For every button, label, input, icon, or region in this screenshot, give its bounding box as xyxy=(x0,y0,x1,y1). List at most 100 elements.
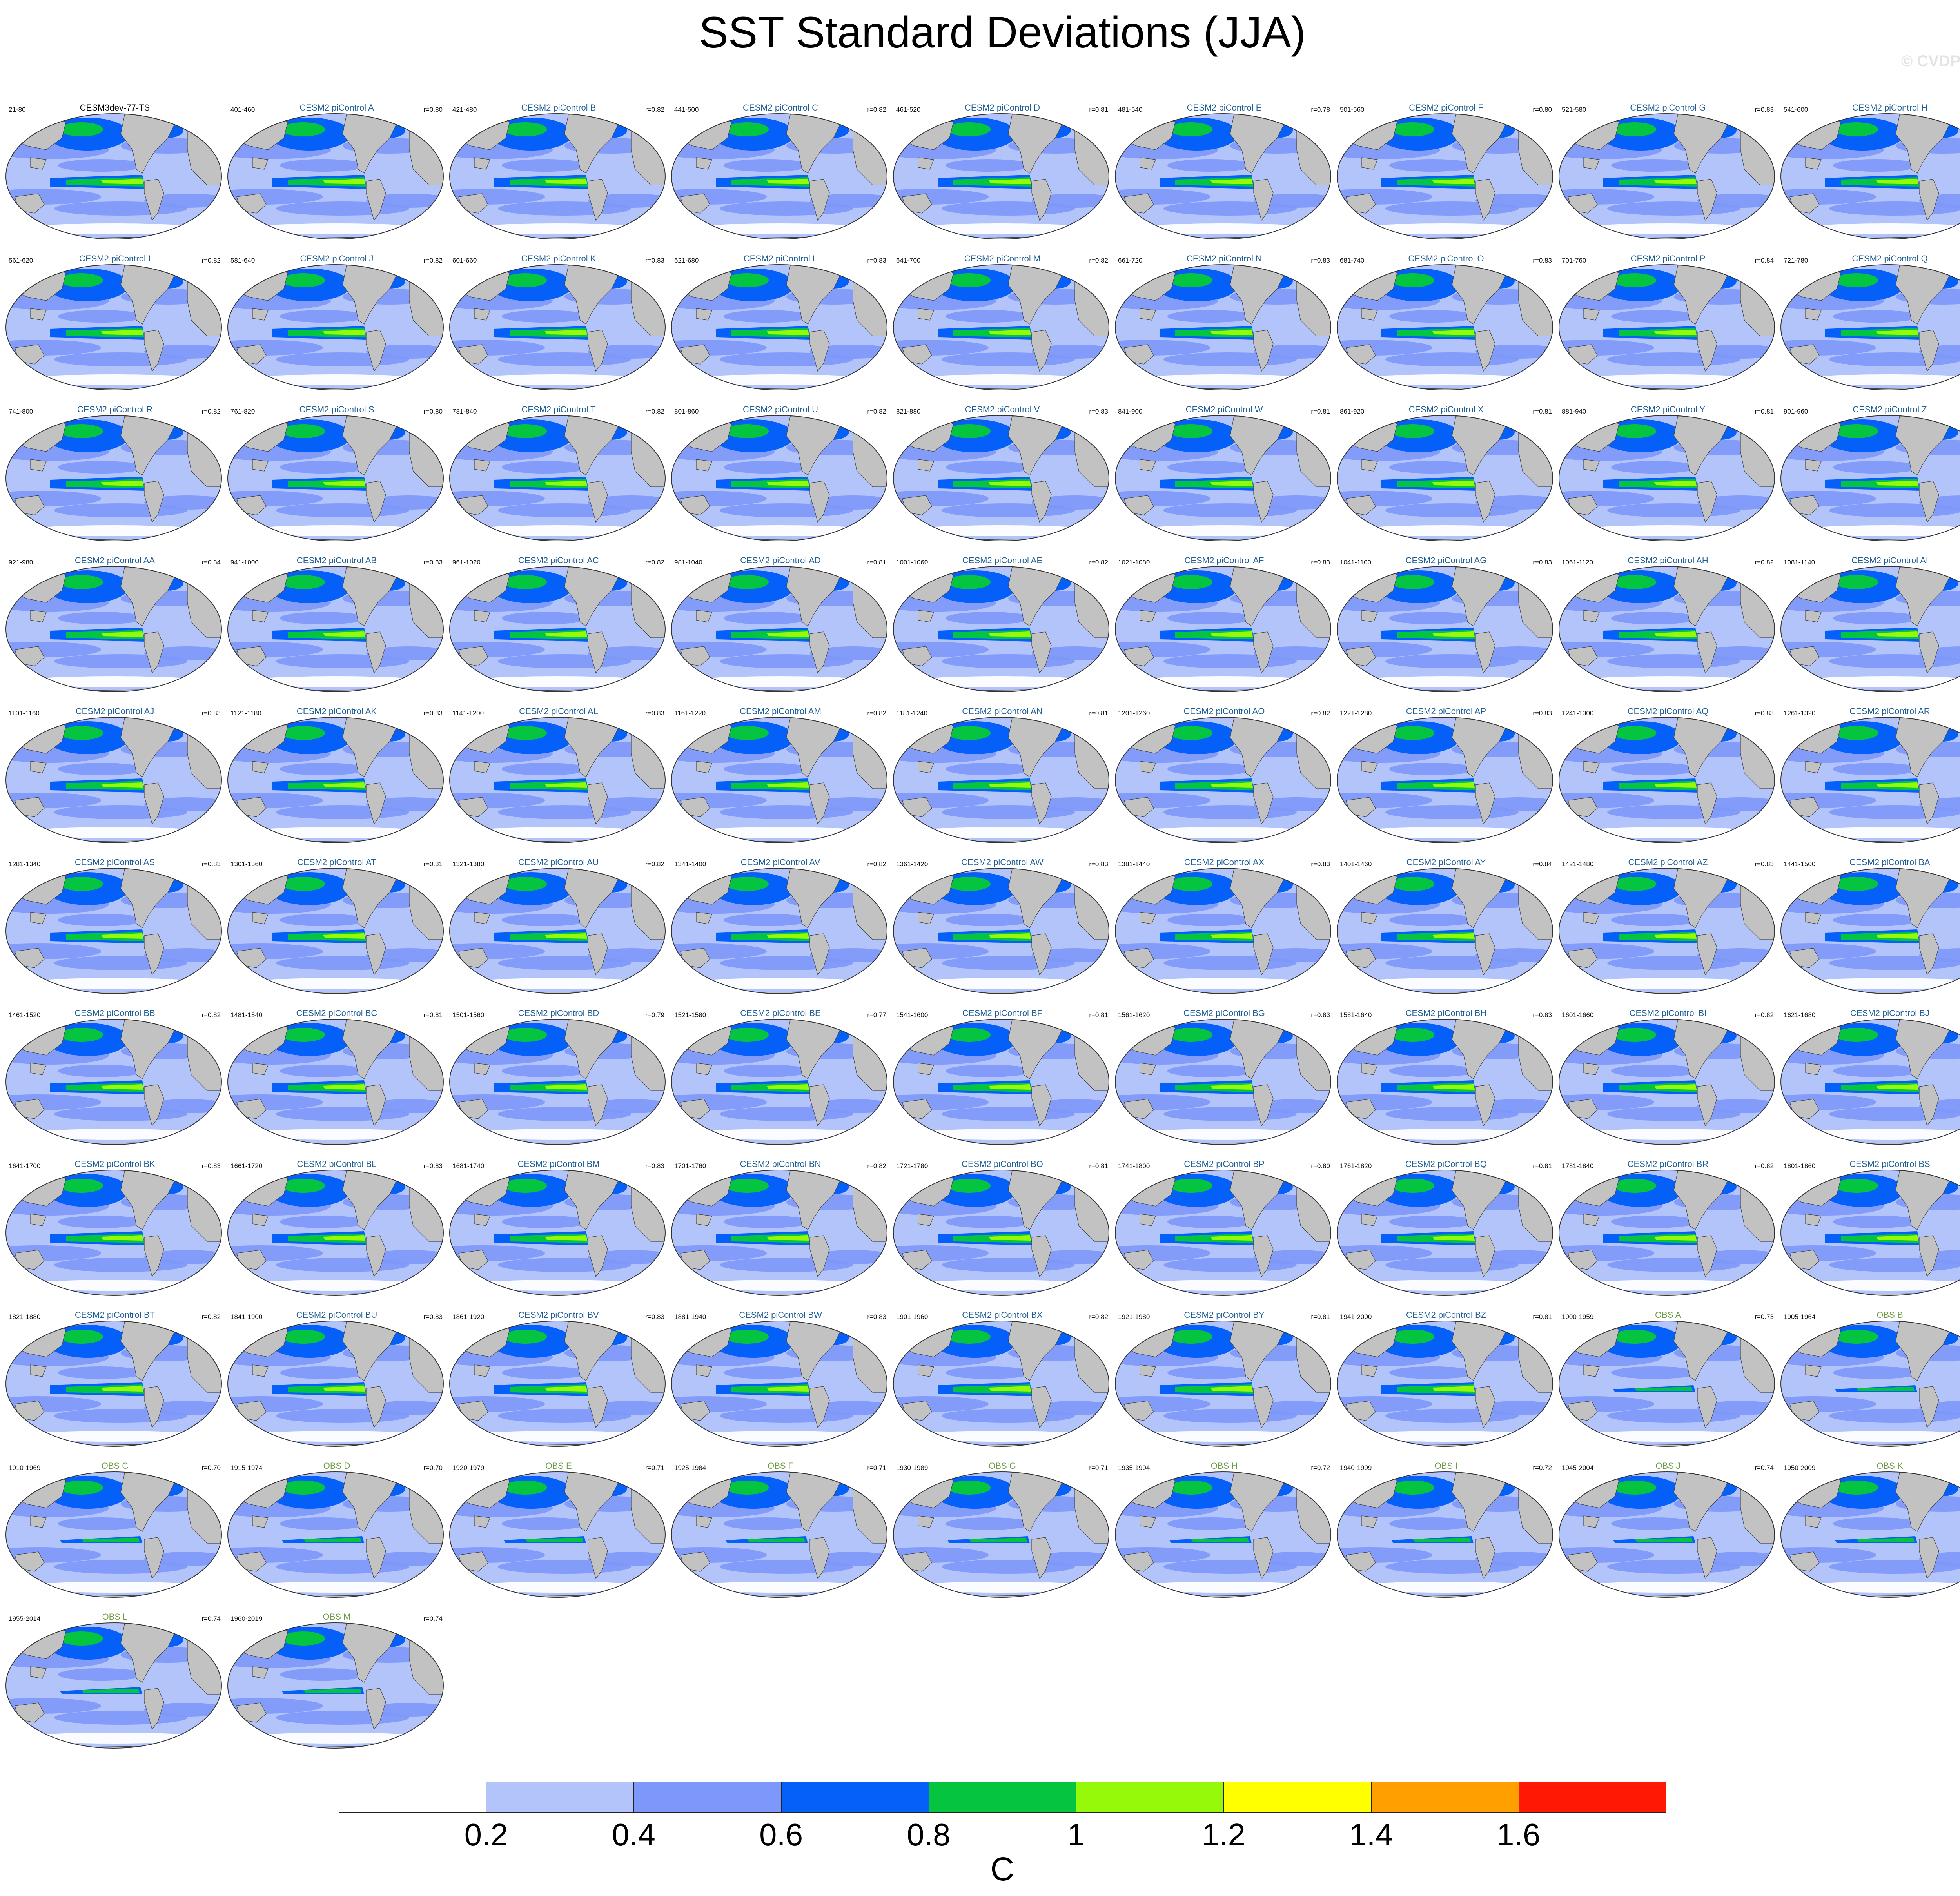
map-outline xyxy=(227,1321,444,1447)
north-pacific-core xyxy=(1835,273,1878,287)
sst-band xyxy=(1167,1517,1254,1530)
map-outline xyxy=(1337,868,1553,994)
panel-correlation: r=0.81 xyxy=(1311,1313,1330,1321)
map-panel: 641-700 CESM2 piControl M r=0.82 xyxy=(891,242,1112,394)
north-pacific-core xyxy=(282,726,325,740)
panel-years: 1935-1994 xyxy=(1118,1464,1150,1471)
sst-band xyxy=(1475,194,1553,208)
enso-tongue-peak xyxy=(101,179,143,184)
land-mass xyxy=(1919,1084,1939,1127)
panel-correlation: r=0.82 xyxy=(867,408,886,415)
enso-tongue-peak xyxy=(767,782,809,788)
map-panel: 1921-1980 CESM2 piControl BY r=0.81 xyxy=(1112,1298,1334,1450)
map-panel: 1581-1640 CESM2 piControl BH r=0.83 xyxy=(1334,996,1556,1148)
land-mass xyxy=(1361,308,1378,321)
panel-title: CESM2 piControl H xyxy=(1852,103,1927,112)
map-outline xyxy=(5,1019,222,1145)
map-panel: 1001-1060 CESM2 piControl AE r=0.82 xyxy=(891,544,1112,696)
map-panel: 1421-1480 CESM2 piControl AZ r=0.83 xyxy=(1556,845,1778,998)
panel-years: 1915-1974 xyxy=(230,1464,263,1471)
panel-title: CESM2 piControl AN xyxy=(962,706,1043,716)
panel-correlation: r=0.81 xyxy=(1089,1011,1108,1019)
land-mass xyxy=(1253,179,1274,221)
southern-ocean-low xyxy=(463,978,652,989)
southern-ocean-low xyxy=(1795,1431,1960,1442)
panel-title: CESM2 piControl F xyxy=(1409,103,1483,112)
map-panel: 701-760 CESM2 piControl P r=0.84 xyxy=(1556,242,1778,394)
land-mass xyxy=(30,610,47,622)
panel-correlation: r=0.81 xyxy=(1533,1313,1552,1321)
sst-band xyxy=(144,1250,221,1264)
panel-title: CESM2 piControl BW xyxy=(739,1310,822,1320)
north-pacific-core xyxy=(282,424,325,438)
sst-band xyxy=(588,1250,665,1264)
north-pacific-core xyxy=(282,122,325,136)
north-pacific-core xyxy=(60,1631,103,1646)
sst-band xyxy=(144,1552,221,1566)
enso-tongue-core xyxy=(969,1538,1027,1542)
sst-band xyxy=(724,1065,810,1077)
enso-tongue-peak xyxy=(989,631,1031,637)
panel-years: 1950-2009 xyxy=(1784,1464,1816,1471)
panel-correlation: r=0.70 xyxy=(201,1464,221,1471)
panel-years: 661-720 xyxy=(1118,257,1143,264)
panel-correlation: r=0.83 xyxy=(1755,106,1774,113)
land-mass xyxy=(1475,631,1495,674)
enso-tongue-peak xyxy=(767,1235,809,1241)
land-mass xyxy=(1919,631,1939,674)
enso-tongue-peak xyxy=(1654,330,1697,335)
north-pacific-core xyxy=(947,1179,991,1193)
map-outline xyxy=(449,1471,666,1598)
map-plot xyxy=(671,717,887,843)
panel-title: CESM2 piControl R xyxy=(77,405,152,414)
north-pacific-core xyxy=(282,1028,325,1042)
panel-correlation: r=0.83 xyxy=(645,1162,664,1170)
map-panel: 781-840 CESM2 piControl T r=0.82 xyxy=(447,393,668,545)
southern-ocean-low xyxy=(20,374,208,385)
enso-tongue-peak xyxy=(545,330,587,335)
sst-band xyxy=(1919,797,1960,811)
sst-band xyxy=(810,646,887,660)
land-mass xyxy=(918,912,934,924)
panel-correlation: r=0.82 xyxy=(1755,559,1774,566)
colorbar-swatch xyxy=(1518,1782,1666,1813)
map-outline xyxy=(227,868,444,994)
sst-band xyxy=(724,1517,810,1530)
panel-correlation: r=0.83 xyxy=(867,1313,886,1321)
southern-ocean-low xyxy=(1573,1582,1761,1593)
enso-tongue-peak xyxy=(1432,631,1475,637)
panel-years: 1241-1300 xyxy=(1562,709,1594,717)
panel-correlation: r=0.83 xyxy=(1089,860,1108,868)
sst-band xyxy=(280,763,366,775)
panel-title: CESM2 piControl BQ xyxy=(1405,1159,1487,1169)
map-outline xyxy=(1115,264,1331,390)
panel-years: 761-820 xyxy=(230,408,255,415)
enso-tongue-peak xyxy=(1210,631,1253,637)
land-mass xyxy=(588,631,608,674)
panel-title: CESM2 piControl AB xyxy=(296,555,377,565)
map-outline xyxy=(1337,1170,1553,1296)
enso-tongue-core xyxy=(1635,1538,1693,1542)
land-mass xyxy=(474,1063,490,1075)
land-mass xyxy=(1475,330,1495,372)
map-panel: 1301-1360 CESM2 piControl AT r=0.81 xyxy=(225,845,446,998)
panel-correlation: r=0.82 xyxy=(201,257,221,264)
southern-ocean-low xyxy=(1573,1431,1761,1442)
enso-tongue-peak xyxy=(1654,933,1697,939)
panel-years: 1920-1979 xyxy=(452,1464,485,1471)
panel-title: CESM2 piControl BG xyxy=(1183,1008,1265,1018)
land-mass xyxy=(696,610,712,622)
sst-band xyxy=(1833,914,1919,926)
land-mass xyxy=(144,1084,164,1127)
map-panel: 1041-1100 CESM2 piControl AG r=0.83 xyxy=(1334,544,1556,696)
map-plot xyxy=(227,1471,444,1598)
panel-correlation: r=0.82 xyxy=(867,1162,886,1170)
sst-band xyxy=(58,159,144,172)
land-mass xyxy=(474,1214,490,1226)
map-outline xyxy=(5,1622,222,1749)
sst-band xyxy=(280,159,366,172)
panel-years: 641-700 xyxy=(896,257,921,264)
sst-band xyxy=(502,310,588,323)
enso-tongue-peak xyxy=(323,782,365,788)
map-field xyxy=(1559,717,1775,843)
